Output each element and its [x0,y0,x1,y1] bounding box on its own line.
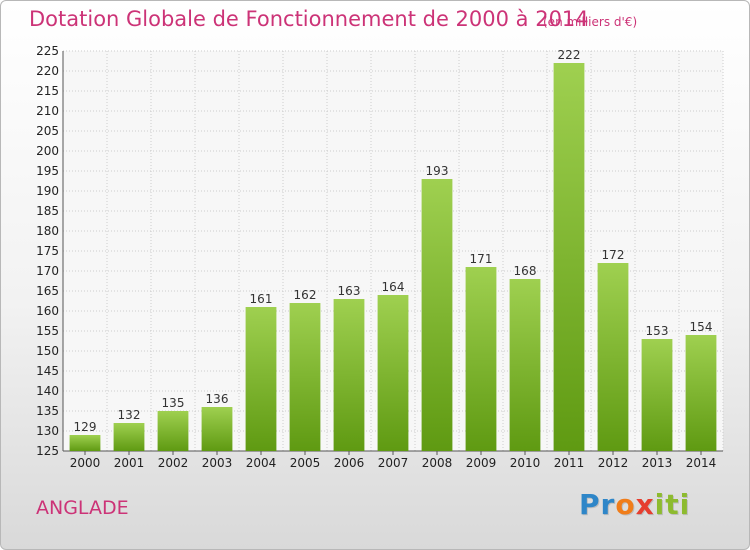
y-tick-label: 200 [36,144,59,158]
bar-2004 [245,307,277,451]
bar-2010 [509,279,541,451]
x-tick-label-2004: 2004 [246,456,277,470]
bar-2012 [597,263,629,451]
logo-part-3: x [635,488,655,521]
x-tick-label-2007: 2007 [378,456,409,470]
logo-part-1: Pr [579,488,616,521]
value-label-2009: 171 [470,252,493,266]
x-tick-label-2010: 2010 [510,456,541,470]
y-tick-label: 225 [36,44,59,58]
x-tick-label-2003: 2003 [202,456,233,470]
proxiti-logo[interactable]: Proxiti [579,488,690,521]
value-label-2003: 136 [206,392,229,406]
bar-2007 [377,295,409,451]
y-tick-label: 210 [36,104,59,118]
bar-2013 [641,339,673,451]
y-tick-label: 205 [36,124,59,138]
bar-2006 [333,299,365,451]
x-tick-label-2014: 2014 [686,456,717,470]
value-label-2010: 168 [514,264,537,278]
y-tick-label: 130 [36,424,59,438]
value-label-2014: 154 [690,320,713,334]
y-tick-label: 170 [36,264,59,278]
bars [69,63,717,451]
chart-title: Dotation Globale de Fonctionnement de 20… [29,7,589,31]
x-tick-labels: 2000 2001 2002 2003 2004 2005 2006 2007 2008 2009… [70,456,717,470]
x-tick-label-2009: 2009 [466,456,497,470]
x-tick-label-2012: 2012 [598,456,629,470]
value-label-2000: 129 [74,420,97,434]
y-tick-label: 140 [36,384,59,398]
x-tick-label-2006: 2006 [334,456,365,470]
y-tick-label: 175 [36,244,59,258]
y-tick-label: 215 [36,84,59,98]
y-tick-label: 160 [36,304,59,318]
y-tick-label: 195 [36,164,59,178]
bar-2009 [465,267,497,451]
value-labels: 129 132 135 136 161 162 163 164 193 171 168 222 172 1… [74,48,713,434]
bar-2001 [113,423,145,451]
value-label-2012: 172 [602,248,625,262]
x-tick-label-2000: 2000 [70,456,101,470]
x-tick-label-2011: 2011 [554,456,585,470]
x-tick-label-2008: 2008 [422,456,453,470]
y-tick-label: 145 [36,364,59,378]
logo-part-2: o [615,488,636,521]
value-label-2002: 135 [162,396,185,410]
bar-2011 [553,63,585,451]
y-tick-label: 220 [36,64,59,78]
y-tick-label: 125 [36,444,59,458]
chart-unit-label: (en milliers d'€) [543,15,638,29]
y-tick-label: 135 [36,404,59,418]
bar-2002 [157,411,189,451]
logo-part-4: iti [654,488,691,521]
y-tick-label: 185 [36,204,59,218]
bar-2003 [201,407,233,451]
y-tick-label: 190 [36,184,59,198]
value-label-2011: 222 [558,48,581,62]
value-label-2001: 132 [118,408,141,422]
x-tick-label-2005: 2005 [290,456,321,470]
y-tick-labels: 125 130 135 140 145 150 155 160 165 170 175 180 185 1… [36,44,59,458]
value-label-2006: 163 [338,284,361,298]
value-label-2008: 193 [426,164,449,178]
value-label-2004: 161 [250,292,273,306]
value-label-2013: 153 [646,324,669,338]
y-tick-label: 150 [36,344,59,358]
x-tick-label-2001: 2001 [114,456,145,470]
bar-2008 [421,179,453,451]
value-label-2007: 164 [382,280,405,294]
bar-2000 [69,435,101,451]
bar-2014 [685,335,717,451]
value-label-2005: 162 [294,288,317,302]
x-tick-label-2013: 2013 [642,456,673,470]
y-tick-label: 180 [36,224,59,238]
y-tick-label: 155 [36,324,59,338]
town-name: ANGLADE [36,497,129,519]
x-tick-label-2002: 2002 [158,456,189,470]
y-tick-label: 165 [36,284,59,298]
bar-2005 [289,303,321,451]
